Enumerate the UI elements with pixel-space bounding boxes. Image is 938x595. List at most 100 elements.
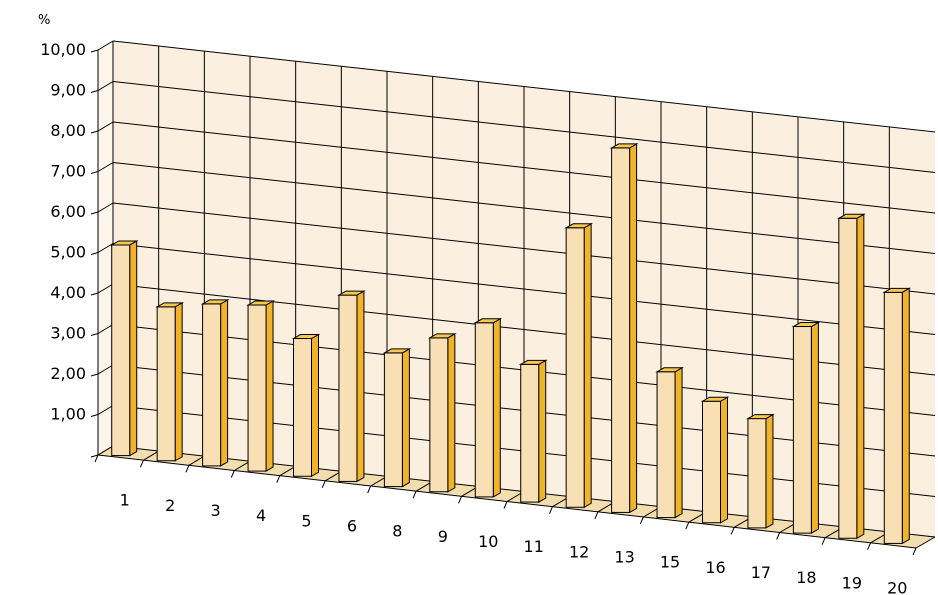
bar-top xyxy=(155,302,185,308)
bar-front xyxy=(792,326,812,534)
gridline-side xyxy=(97,202,114,213)
bar xyxy=(427,332,457,493)
x-tick xyxy=(548,506,553,514)
bar-side xyxy=(583,222,592,509)
bar-top xyxy=(609,143,639,149)
x-tick xyxy=(776,532,781,540)
y-tick-label: 8,00 xyxy=(50,121,86,140)
x-axis xyxy=(97,454,917,549)
bar-top xyxy=(836,213,866,219)
y-tick xyxy=(90,90,99,93)
bar-side xyxy=(447,332,456,493)
x-tick-label: 11 xyxy=(524,537,544,556)
bar xyxy=(655,366,684,519)
bar-side xyxy=(810,321,819,534)
bar-front xyxy=(520,363,540,503)
bar xyxy=(291,333,321,478)
y-tick-label: 7,00 xyxy=(50,162,86,181)
x-tick xyxy=(685,521,690,530)
bar xyxy=(155,301,185,462)
bar-front xyxy=(838,217,858,539)
bar-top xyxy=(655,367,684,373)
labels: % 1,00 2,00 3,00 4,00 5,00 6,00 7,00 8,00 9,00 10… xyxy=(38,13,907,595)
bar-top xyxy=(246,300,275,306)
bar-side xyxy=(265,300,274,472)
x-tick-label: 19 xyxy=(842,573,862,592)
bar xyxy=(882,287,912,545)
bar-side xyxy=(356,290,365,483)
y-tick xyxy=(90,211,99,215)
gridline-side xyxy=(97,162,114,172)
x-tick xyxy=(912,547,917,556)
x-tick-label: 1 xyxy=(120,491,130,510)
bar-top xyxy=(337,290,366,296)
y-tick-label: 5,00 xyxy=(50,243,86,262)
bar-side xyxy=(220,299,229,467)
gridline-side xyxy=(97,405,114,415)
bar-top xyxy=(473,318,503,324)
y-tick-label: 4,00 xyxy=(50,283,86,302)
y-unit-label: % xyxy=(38,13,50,28)
x-tick-label: 5 xyxy=(301,511,311,530)
bar xyxy=(109,240,139,457)
bar-top xyxy=(200,299,230,305)
floor-divider xyxy=(188,455,205,466)
bar-front xyxy=(247,304,267,472)
x-tick xyxy=(867,542,872,551)
x-tick xyxy=(639,516,644,525)
x-tick xyxy=(321,480,326,489)
y-tick xyxy=(90,130,99,134)
bar xyxy=(337,290,366,483)
bar-side xyxy=(629,143,638,514)
bar xyxy=(518,359,548,503)
bar-top xyxy=(109,240,139,246)
bar-side xyxy=(174,301,183,462)
y-tick-label: 10,00 xyxy=(40,40,86,59)
x-tick xyxy=(730,527,735,535)
x-tick-label: 8 xyxy=(392,522,402,541)
x-tick-label: 9 xyxy=(438,527,448,546)
gridline-side xyxy=(97,324,114,334)
gridline-side xyxy=(97,121,114,132)
y-tick xyxy=(90,252,99,255)
floor-divider xyxy=(143,450,159,461)
x-tick-label: 12 xyxy=(569,542,589,561)
bar-front xyxy=(565,227,585,508)
x-tick xyxy=(594,511,599,520)
bar-top xyxy=(882,287,912,293)
bar-front xyxy=(429,337,449,493)
bar-top xyxy=(791,322,821,328)
bar xyxy=(564,222,594,509)
floor-divider xyxy=(915,536,936,549)
bar-front xyxy=(747,418,767,529)
bar xyxy=(791,321,821,534)
gridline-side xyxy=(97,283,114,294)
y-tick xyxy=(90,373,99,377)
bar-top xyxy=(518,359,548,365)
bar-side xyxy=(492,317,501,498)
x-tick xyxy=(458,496,463,504)
bar xyxy=(609,143,639,514)
x-tick xyxy=(412,490,417,499)
bar-front xyxy=(338,294,358,482)
x-tick xyxy=(139,459,144,468)
y-tick-label: 1,00 xyxy=(50,405,86,424)
bar xyxy=(836,213,866,540)
bar-front xyxy=(702,400,721,524)
gridline-side xyxy=(97,40,114,51)
x-tick-label: 2 xyxy=(165,496,175,515)
bar xyxy=(746,413,775,529)
x-tick-label: 3 xyxy=(211,501,221,520)
x-tick xyxy=(230,470,235,478)
x-tick xyxy=(503,501,508,509)
x-tick xyxy=(367,485,372,494)
y-tick-label: 3,00 xyxy=(50,324,86,343)
bar-front xyxy=(202,303,222,467)
x-tick-label: 6 xyxy=(347,516,357,535)
x-tick-label: 16 xyxy=(705,558,725,577)
x-tick-label: 15 xyxy=(660,553,680,572)
x-tick-label: 13 xyxy=(614,547,634,566)
bar-top xyxy=(746,414,775,420)
bar xyxy=(473,317,503,498)
bar xyxy=(382,348,412,488)
